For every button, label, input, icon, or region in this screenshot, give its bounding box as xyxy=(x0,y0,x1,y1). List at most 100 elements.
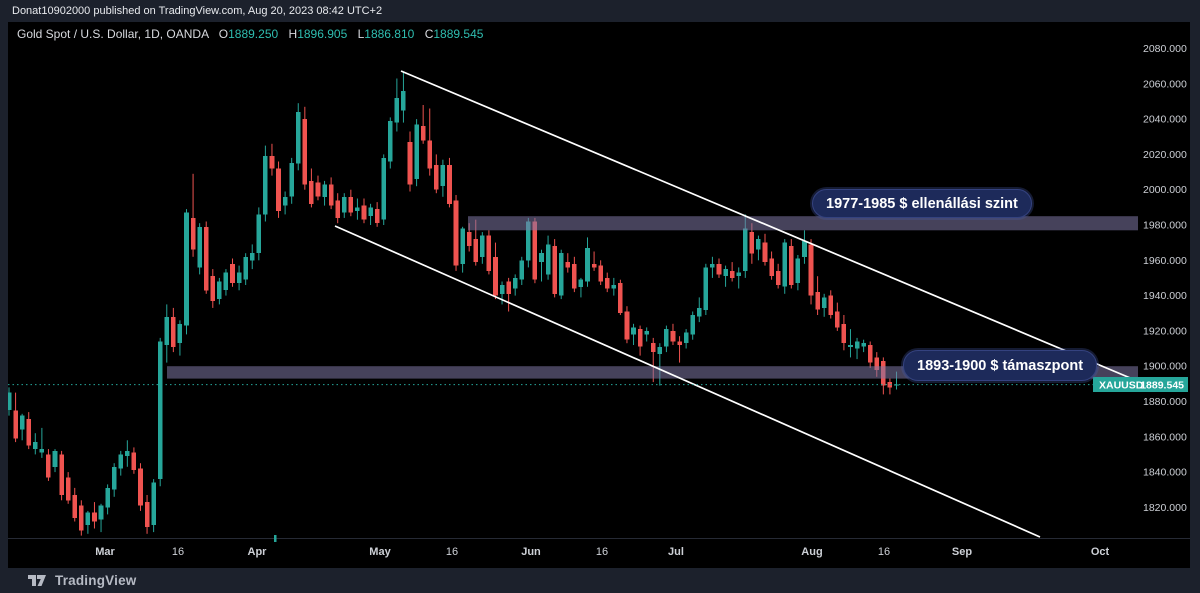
candle-body xyxy=(867,345,873,363)
candle-body xyxy=(59,454,64,495)
candle-body xyxy=(585,247,590,282)
candle-body xyxy=(861,343,866,347)
price-axis-label[interactable]: 1980.000 xyxy=(1143,220,1187,232)
candle-body xyxy=(519,260,525,280)
time-axis-label[interactable]: 16 xyxy=(878,546,890,558)
time-axis-label[interactable]: 16 xyxy=(446,546,458,558)
candle-body xyxy=(657,346,663,354)
candle-body xyxy=(762,242,768,262)
candle-body xyxy=(361,205,367,220)
candle-body xyxy=(26,419,32,446)
candle-body xyxy=(197,226,202,268)
candle-body xyxy=(604,277,610,289)
price-axis-label[interactable]: 1920.000 xyxy=(1143,325,1187,337)
candle-body xyxy=(414,124,419,180)
price-axis-label[interactable]: 1840.000 xyxy=(1143,467,1187,479)
candle-body xyxy=(309,180,314,204)
candle-body xyxy=(157,341,163,480)
price-axis-label[interactable]: 2000.000 xyxy=(1143,184,1187,196)
current-price-badge xyxy=(1093,377,1188,393)
candle-body xyxy=(894,384,899,386)
candle-body xyxy=(427,140,433,169)
time-axis-label[interactable]: Sep xyxy=(952,546,972,558)
candle-body xyxy=(729,270,735,278)
price-axis-label[interactable]: 2060.000 xyxy=(1143,78,1187,90)
footer-bar: TradingView xyxy=(0,568,1200,593)
time-axis-label[interactable]: 16 xyxy=(596,546,608,558)
candle-body xyxy=(223,272,229,291)
chart-panel[interactable]: 2080.000 2060.000 2040.000 2020.000 2000.000… xyxy=(8,22,1190,568)
candle-body xyxy=(447,165,452,204)
candle-body xyxy=(710,263,715,268)
candle-body xyxy=(493,256,498,296)
support-zone[interactable] xyxy=(167,366,1138,379)
channel-upper-trendline[interactable] xyxy=(400,70,1136,381)
candle-body xyxy=(394,97,400,123)
candle-body xyxy=(723,269,728,277)
candle-body xyxy=(374,209,380,224)
price-axis-label[interactable]: 1940.000 xyxy=(1143,290,1187,302)
candle-body xyxy=(618,283,623,314)
candle-body xyxy=(341,196,347,213)
candle-body xyxy=(815,292,820,310)
candle-body xyxy=(598,265,603,282)
candle-body xyxy=(79,505,84,531)
time-axis-label[interactable]: May xyxy=(369,546,391,558)
candle-body xyxy=(269,156,275,169)
candle-body xyxy=(13,410,18,439)
time-axis-label[interactable]: Oct xyxy=(1091,546,1110,558)
symbol-legend[interactable]: Gold Spot / U.S. Dollar, 1D, OANDA O1889… xyxy=(17,27,483,41)
price-axis-label[interactable]: 1820.000 xyxy=(1143,502,1187,514)
price-axis-label[interactable]: 2020.000 xyxy=(1143,149,1187,161)
candle-body xyxy=(105,487,110,508)
open-label: O xyxy=(218,27,229,41)
candle-body xyxy=(85,512,91,525)
candle-body xyxy=(236,272,242,284)
candle-body xyxy=(789,246,794,285)
time-axis-label[interactable]: Aug xyxy=(801,546,822,558)
time-axis-label[interactable]: Apr xyxy=(248,546,268,558)
candle-body xyxy=(98,505,104,520)
low-label: L xyxy=(357,27,365,41)
candle-body xyxy=(736,272,742,277)
resistance-zone[interactable] xyxy=(468,216,1138,231)
candle-body xyxy=(828,295,834,315)
price-axis-label[interactable]: 1880.000 xyxy=(1143,396,1187,408)
candle-body xyxy=(466,232,472,247)
candle-body xyxy=(611,285,617,289)
candle-body xyxy=(131,452,137,471)
candle-body xyxy=(644,330,649,335)
time-axis-label[interactable]: Jun xyxy=(521,546,541,558)
candle-body xyxy=(171,316,176,347)
candle-body xyxy=(650,343,656,352)
time-axis-label[interactable]: 16 xyxy=(172,546,184,558)
time-axis-label[interactable]: Mar xyxy=(95,546,115,558)
candle-body xyxy=(125,450,130,457)
candle-body xyxy=(138,468,143,506)
price-axis-label[interactable]: 2040.000 xyxy=(1143,114,1187,126)
price-axis-label[interactable]: 1900.000 xyxy=(1143,361,1187,373)
candle-body xyxy=(381,157,387,220)
candle-body xyxy=(802,240,807,257)
candle-body xyxy=(749,232,755,254)
candlestick-chart[interactable]: 2080.000 2060.000 2040.000 2020.000 2000.000… xyxy=(8,22,1190,568)
candle-body xyxy=(703,267,709,310)
candle-body xyxy=(184,212,189,326)
candle-body xyxy=(631,327,636,335)
tradingview-brand[interactable]: TradingView xyxy=(28,573,136,588)
resistance-annotation-pill[interactable]: 1977-1985 $ ellenállási szint xyxy=(812,189,1032,218)
symbol-title[interactable]: Gold Spot / U.S. Dollar, 1D, OANDA xyxy=(17,27,209,41)
candle-body xyxy=(664,329,669,347)
candle-body xyxy=(782,242,788,287)
support-annotation-pill[interactable]: 1893-1900 $ támaszpont xyxy=(903,350,1098,381)
price-axis-label[interactable]: 1860.000 xyxy=(1143,431,1187,443)
candle-body xyxy=(637,329,643,347)
price-axis-label[interactable]: 1960.000 xyxy=(1143,255,1187,267)
channel-lower-trendline[interactable] xyxy=(334,225,1041,538)
candle-body xyxy=(144,502,150,527)
candle-body xyxy=(624,311,630,340)
candle-body xyxy=(407,142,413,185)
price-axis-label[interactable]: 2080.000 xyxy=(1143,43,1187,55)
time-axis-label[interactable]: Jul xyxy=(668,546,684,558)
